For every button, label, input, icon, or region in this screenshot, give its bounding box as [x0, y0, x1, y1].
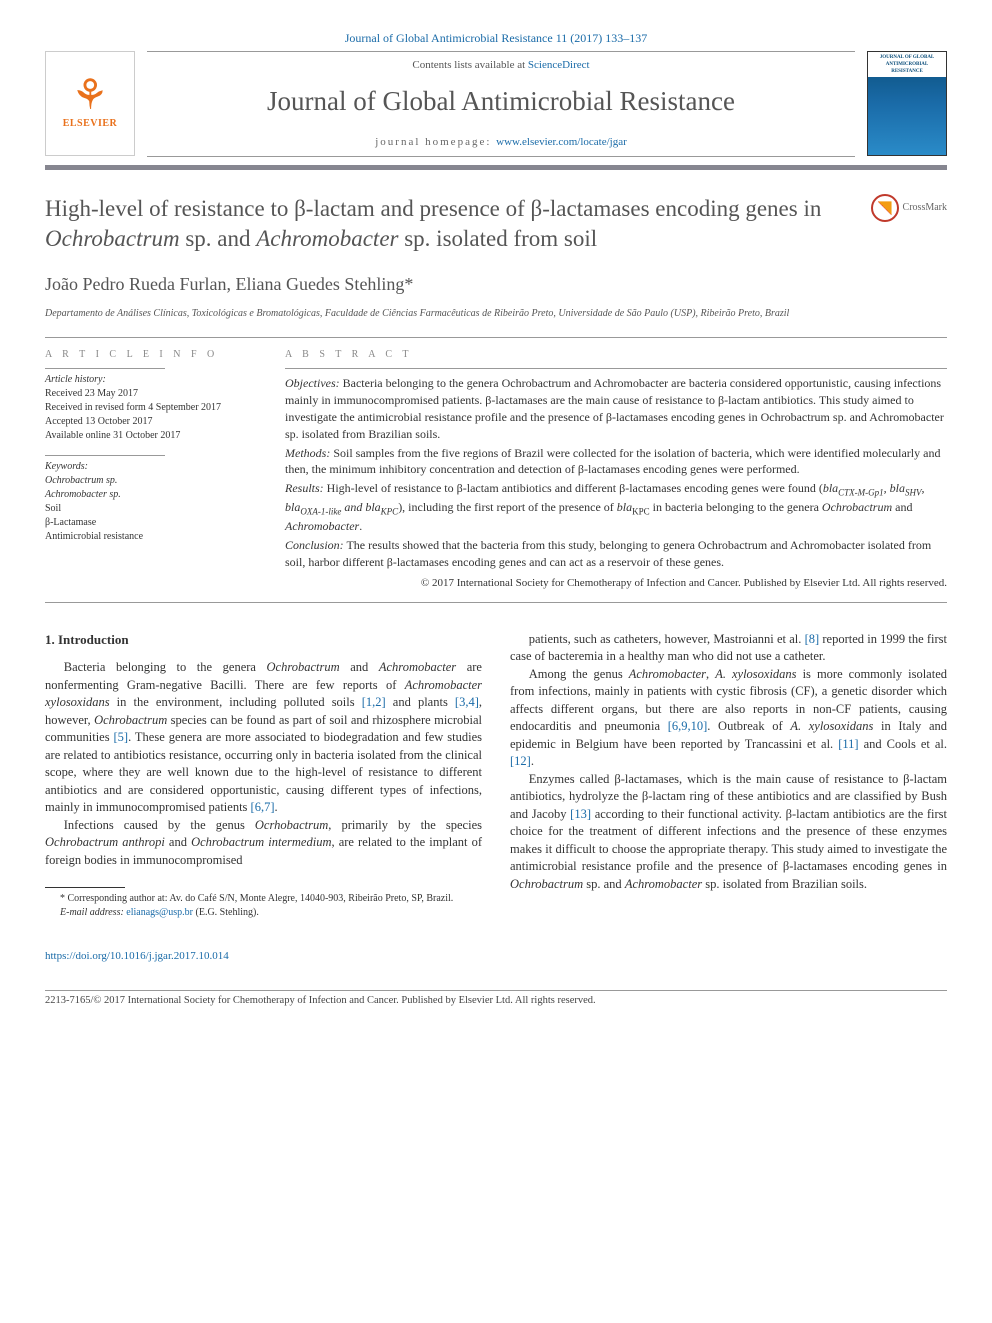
- conclusion-label: Conclusion:: [285, 538, 344, 552]
- homepage-line: journal homepage: www.elsevier.com/locat…: [157, 135, 845, 150]
- results-label: Results:: [285, 481, 324, 495]
- header-divider: [45, 165, 947, 170]
- ref-link[interactable]: [1,2]: [362, 695, 386, 709]
- objectives-text: Bacteria belonging to the genera Ochroba…: [285, 376, 944, 440]
- objectives-label: Objectives:: [285, 376, 340, 390]
- title-post: sp. isolated from soil: [398, 226, 597, 251]
- article-history: Article history: Received 23 May 2017 Re…: [45, 373, 255, 443]
- elsevier-tree-icon: ⚘: [71, 75, 109, 117]
- elsevier-logo: ⚘ ELSEVIER: [45, 51, 135, 156]
- email-label: E-mail address:: [60, 907, 126, 918]
- elsevier-label: ELSEVIER: [63, 117, 118, 131]
- keyword: β-Lactamase: [45, 516, 255, 530]
- ref-link[interactable]: [6,7]: [251, 800, 275, 814]
- title-genus-2: Achromobacter: [256, 226, 398, 251]
- keyword: Soil: [45, 502, 255, 516]
- keywords-block: Keywords: Ochrobactrum sp. Achromobacter…: [45, 460, 255, 544]
- email-suffix: (E.G. Stehling).: [193, 907, 259, 918]
- article-info-column: A R T I C L E I N F O Article history: R…: [45, 348, 255, 592]
- crossmark-label: CrossMark: [903, 201, 947, 215]
- ref-link[interactable]: [11]: [838, 737, 858, 751]
- ref-link[interactable]: [6,9,10]: [668, 719, 708, 733]
- crossmark-badge[interactable]: CrossMark: [871, 194, 947, 222]
- abstract-conclusion: Conclusion: The results showed that the …: [285, 537, 947, 571]
- abstract-methods: Methods: Soil samples from the five regi…: [285, 445, 947, 479]
- info-rule: [45, 368, 165, 369]
- journal-center-box: Contents lists available at ScienceDirec…: [147, 51, 855, 158]
- keyword: Antimicrobial resistance: [45, 530, 255, 544]
- abstract-objectives: Objectives: Bacteria belonging to the ge…: [285, 375, 947, 442]
- keyword: Ochrobactrum sp.: [45, 474, 255, 488]
- cover-text: JOURNAL OF GLOBAL ANTIMICROBIAL RESISTAN…: [868, 52, 946, 77]
- ref-link[interactable]: [8]: [805, 632, 820, 646]
- title-genus-1: Ochrobactrum: [45, 226, 180, 251]
- article-info-heading: A R T I C L E I N F O: [45, 348, 255, 362]
- affiliation: Departamento de Análises Clínicas, Toxic…: [45, 307, 947, 338]
- methods-text: Soil samples from the five regions of Br…: [285, 446, 940, 477]
- header-citation: Journal of Global Antimicrobial Resistan…: [45, 30, 947, 47]
- history-line: Accepted 13 October 2017: [45, 415, 255, 429]
- ref-link[interactable]: [13]: [570, 807, 591, 821]
- body-para-5: Enzymes called β-lactamases, which is th…: [510, 771, 947, 894]
- abstract-results: Results: High-level of resistance to β-l…: [285, 480, 947, 535]
- section-1-heading: 1. Introduction: [45, 631, 482, 649]
- corresponding-author-note: * Corresponding author at: Av. do Café S…: [45, 892, 482, 906]
- abstract-rule: [285, 368, 947, 369]
- contents-prefix: Contents lists available at: [412, 59, 527, 71]
- history-line: Available online 31 October 2017: [45, 429, 255, 443]
- journal-cover-thumbnail: JOURNAL OF GLOBAL ANTIMICROBIAL RESISTAN…: [867, 51, 947, 156]
- email-note: E-mail address: elianags@usp.br (E.G. St…: [45, 906, 482, 920]
- email-link[interactable]: elianags@usp.br: [126, 907, 193, 918]
- results-pre: High-level of resistance to β-lactam ant…: [324, 481, 823, 495]
- issn-copyright: 2213-7165/© 2017 International Society f…: [45, 995, 596, 1006]
- title-pre: High-level of resistance to β-lactam and…: [45, 196, 821, 221]
- article-title: High-level of resistance to β-lactam and…: [45, 194, 847, 254]
- page-footer: 2213-7165/© 2017 International Society f…: [45, 990, 947, 1009]
- body-para-2: Infections caused by the genus Ocrhobact…: [45, 817, 482, 870]
- ref-link[interactable]: [5]: [114, 730, 129, 744]
- keyword: Achromobacter sp.: [45, 488, 255, 502]
- history-line: Received in revised form 4 September 201…: [45, 401, 255, 415]
- history-line: Received 23 May 2017: [45, 387, 255, 401]
- contents-line: Contents lists available at ScienceDirec…: [157, 58, 845, 73]
- journal-title: Journal of Global Antimicrobial Resistan…: [157, 83, 845, 121]
- keywords-label: Keywords:: [45, 460, 255, 474]
- crossmark-icon: [871, 194, 899, 222]
- body-para-1: Bacteria belonging to the genera Ochroba…: [45, 659, 482, 817]
- conclusion-text: The results showed that the bacteria fro…: [285, 538, 931, 569]
- abstract-column: A B S T R A C T Objectives: Bacteria bel…: [285, 348, 947, 592]
- body-para-4: Among the genus Achromobacter, A. xyloso…: [510, 666, 947, 771]
- journal-header-bar: ⚘ ELSEVIER Contents lists available at S…: [45, 51, 947, 158]
- homepage-link[interactable]: www.elsevier.com/locate/jgar: [496, 136, 627, 148]
- ref-link[interactable]: [12]: [510, 754, 531, 768]
- ref-link[interactable]: [3,4]: [455, 695, 479, 709]
- history-label: Article history:: [45, 373, 255, 387]
- title-mid: sp. and: [180, 226, 257, 251]
- methods-label: Methods:: [285, 446, 330, 460]
- body-columns: 1. Introduction Bacteria belonging to th…: [45, 631, 947, 920]
- sciencedirect-link[interactable]: ScienceDirect: [528, 59, 590, 71]
- info-rule: [45, 455, 165, 456]
- homepage-prefix: journal homepage:: [375, 136, 496, 148]
- doi-link[interactable]: https://doi.org/10.1016/j.jgar.2017.10.0…: [45, 950, 229, 962]
- footnote-separator: [45, 887, 125, 888]
- body-para-3: patients, such as catheters, however, Ma…: [510, 631, 947, 666]
- abstract-heading: A B S T R A C T: [285, 348, 947, 362]
- authors: João Pedro Rueda Furlan, Eliana Guedes S…: [45, 272, 947, 297]
- abstract-copyright: © 2017 International Society for Chemoth…: [285, 576, 947, 591]
